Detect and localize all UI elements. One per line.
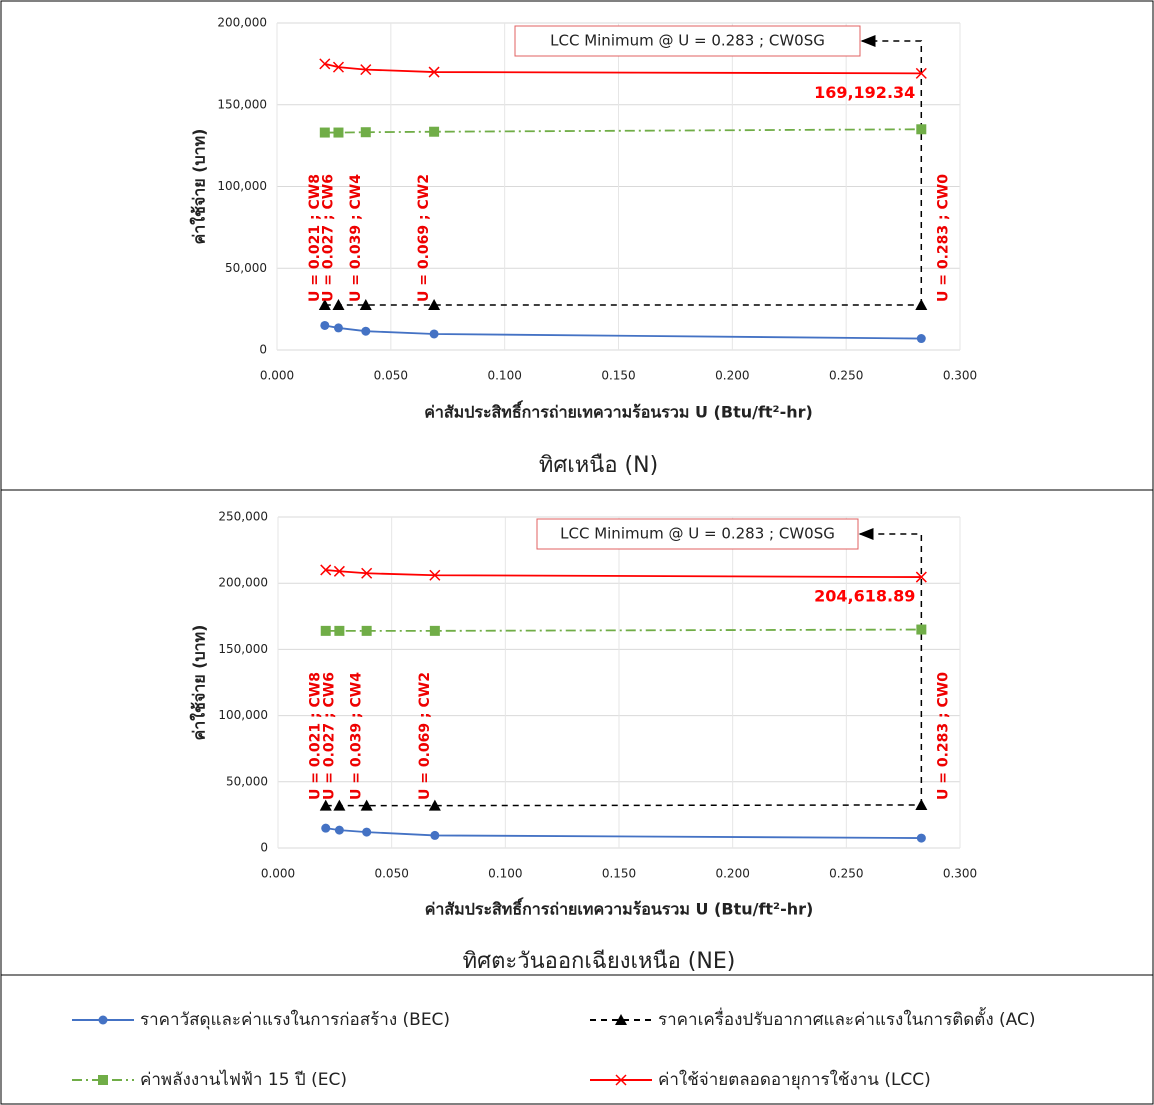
legend-label: ค่าใช้จ่ายตลอดอายุการใช้งาน (LCC) bbox=[658, 1069, 931, 1090]
y-tick-label: 50,000 bbox=[225, 261, 267, 275]
annotation: LCC Minimum @ U = 0.283 ; CW0SG bbox=[560, 525, 835, 543]
point bbox=[361, 127, 371, 137]
callout-arrow bbox=[862, 41, 921, 305]
point bbox=[915, 799, 927, 810]
legend-marker bbox=[98, 1075, 108, 1085]
point bbox=[334, 323, 343, 332]
x-axis-title: ค่าสัมประสิทธิ์การถ่ายเทความร้อนรวม U (B… bbox=[425, 898, 814, 919]
x-tick-label: 0.200 bbox=[715, 867, 749, 881]
x-tick-label: 0.150 bbox=[602, 867, 636, 881]
legend-label: ราคาวัสดุและค่าแรงในการก่อสร้าง (BEC) bbox=[140, 1009, 450, 1030]
value-label: 204,618.89 bbox=[814, 587, 915, 606]
point bbox=[430, 626, 440, 636]
y-tick-label: 200,000 bbox=[217, 16, 267, 30]
y-tick-label: 100,000 bbox=[217, 179, 267, 193]
point bbox=[429, 127, 439, 137]
point bbox=[361, 327, 370, 336]
x-tick-label: 0.000 bbox=[260, 369, 294, 383]
page: 0 50,000 100,000 150,000 200,000 0.000 0.050 0.… bbox=[0, 0, 1154, 1105]
point bbox=[321, 626, 331, 636]
point-label: U = 0.069 ; CW2 bbox=[417, 672, 433, 800]
x-tick-label: 0.000 bbox=[261, 867, 295, 881]
x-tick-label: 0.300 bbox=[943, 867, 977, 881]
y-tick-label: 150,000 bbox=[218, 642, 268, 656]
x-tick-label: 0.150 bbox=[601, 369, 635, 383]
point bbox=[334, 626, 344, 636]
point bbox=[335, 826, 344, 835]
point bbox=[917, 334, 926, 343]
point bbox=[915, 299, 927, 310]
series-line bbox=[325, 129, 921, 132]
y-axis-title: ค่าใช้จ่าย (บาท) bbox=[190, 129, 209, 245]
caption: ทิศเหนือ (N) bbox=[539, 453, 658, 478]
point bbox=[320, 128, 330, 138]
x-tick-label: 0.300 bbox=[943, 369, 977, 383]
legend-label: ค่าพลังงานไฟฟ้า 15 ปี (EC) bbox=[140, 1069, 347, 1090]
series-line bbox=[326, 570, 922, 577]
y-tick-label: 250,000 bbox=[218, 510, 268, 524]
series-line bbox=[325, 325, 921, 338]
point-label: U = 0.039 ; CW4 bbox=[349, 672, 365, 800]
y-tick-label: 50,000 bbox=[226, 774, 268, 788]
point bbox=[430, 329, 439, 338]
point bbox=[916, 625, 926, 635]
point-label: U = 0.283 ; CW0 bbox=[935, 174, 951, 302]
y-tick-label: 200,000 bbox=[218, 576, 268, 590]
point-label: U = 0.283 ; CW0 bbox=[935, 672, 951, 800]
point-label: U = 0.027 ; CW6 bbox=[320, 174, 336, 302]
legend-label: ราคาเครื่องปรับอากาศและค่าแรงในการติดตั้… bbox=[658, 1007, 1036, 1030]
point bbox=[917, 834, 926, 843]
callout-arrow bbox=[860, 534, 921, 805]
y-tick-label: 100,000 bbox=[218, 708, 268, 722]
x-tick-label: 0.050 bbox=[374, 369, 408, 383]
point bbox=[362, 626, 372, 636]
series-line bbox=[326, 630, 922, 631]
caption: ทิศตะวันออกเฉียงเหนือ (NE) bbox=[463, 949, 736, 974]
y-tick-label: 150,000 bbox=[217, 97, 267, 111]
annotation: LCC Minimum @ U = 0.283 ; CW0SG bbox=[550, 32, 825, 50]
y-tick-label: 0 bbox=[259, 343, 267, 357]
x-axis-title: ค่าสัมประสิทธิ์การถ่ายเทความร้อนรวม U (B… bbox=[424, 401, 813, 422]
legend-marker bbox=[99, 1016, 108, 1025]
point bbox=[320, 321, 329, 330]
series-line bbox=[325, 64, 921, 73]
point bbox=[333, 128, 343, 138]
point-label: U = 0.069 ; CW2 bbox=[416, 174, 432, 302]
x-tick-label: 0.100 bbox=[487, 369, 521, 383]
point-label: U = 0.027 ; CW6 bbox=[321, 672, 337, 800]
point bbox=[333, 800, 345, 811]
y-axis-title: ค่าใช้จ่าย (บาท) bbox=[190, 625, 209, 741]
series-line bbox=[326, 828, 922, 838]
frame bbox=[1, 1, 1153, 1104]
point bbox=[916, 124, 926, 134]
x-tick-label: 0.250 bbox=[829, 867, 863, 881]
x-tick-label: 0.050 bbox=[374, 867, 408, 881]
point bbox=[362, 828, 371, 837]
value-label: 169,192.34 bbox=[814, 83, 915, 102]
x-tick-label: 0.250 bbox=[829, 369, 863, 383]
point bbox=[430, 831, 439, 840]
series-line bbox=[326, 805, 922, 806]
point-label: U = 0.039 ; CW4 bbox=[348, 174, 364, 302]
x-tick-label: 0.100 bbox=[488, 867, 522, 881]
point bbox=[321, 824, 330, 833]
y-tick-label: 0 bbox=[260, 841, 268, 855]
x-tick-label: 0.200 bbox=[715, 369, 749, 383]
